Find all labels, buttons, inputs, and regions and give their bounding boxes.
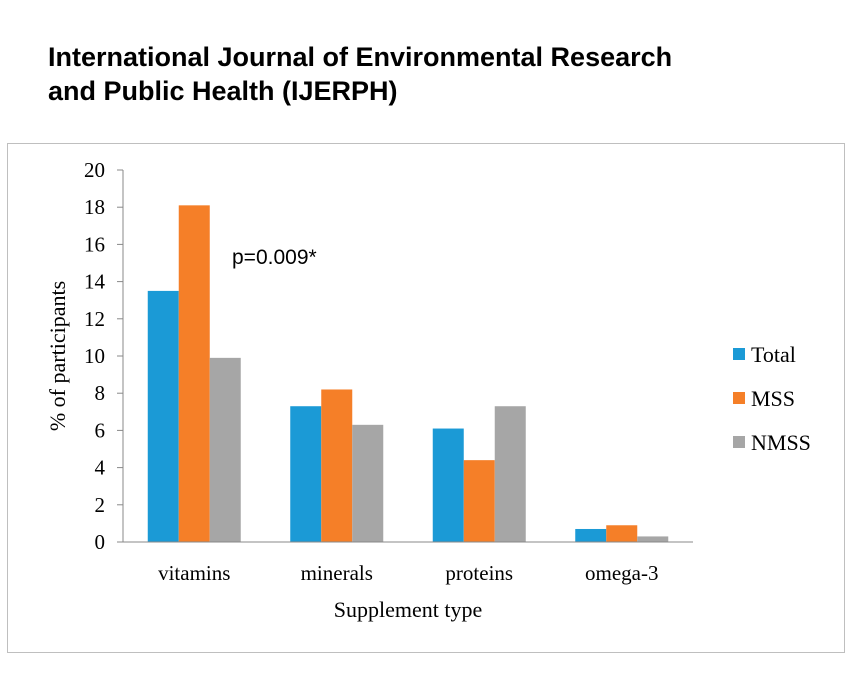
legend-label-total: Total — [751, 342, 796, 367]
bars-group — [147, 205, 669, 542]
bar-nmss-vitamins — [209, 357, 241, 542]
bar-nmss-proteins — [494, 406, 526, 542]
bar-total-vitamins — [147, 290, 179, 542]
journal-title-line-2: and Public Health (IJERPH) — [48, 76, 398, 106]
journal-title-line-1: International Journal of Environmental R… — [48, 42, 673, 72]
legend-label-nmss: NMSS — [751, 430, 811, 455]
bar-nmss-omega-3 — [637, 536, 669, 542]
y-tick-label-16: 16 — [84, 232, 105, 256]
y-tick-label-0: 0 — [95, 530, 106, 554]
bar-total-omega-3 — [575, 528, 607, 542]
y-axis-title: % of participants — [45, 281, 70, 431]
bar-mss-vitamins — [178, 205, 210, 542]
legend-swatch-mss — [733, 392, 745, 404]
journal-title: International Journal of Environmental R… — [48, 40, 828, 108]
y-tick-label-20: 20 — [84, 158, 105, 182]
x-axis-title: Supplement type — [334, 597, 482, 622]
legend-swatch-total — [733, 348, 745, 360]
legend-label-mss: MSS — [751, 386, 795, 411]
y-tick-label-8: 8 — [95, 381, 106, 405]
y-tick-label-14: 14 — [84, 270, 106, 294]
legend: Total MSS NMSS — [733, 342, 811, 455]
y-tick-label-10: 10 — [84, 344, 105, 368]
y-ticks-group: 0 2 4 6 8 10 12 14 16 18 20 — [84, 158, 123, 554]
y-tick-label-6: 6 — [95, 418, 106, 442]
y-tick-label-18: 18 — [84, 195, 105, 219]
bar-nmss-minerals — [352, 424, 384, 542]
chart-frame — [7, 143, 845, 653]
bar-total-proteins — [432, 428, 464, 542]
x-ticks-group: vitamins minerals proteins omega-3 — [158, 561, 658, 585]
bar-mss-minerals — [321, 389, 353, 542]
y-tick-label-4: 4 — [95, 456, 106, 480]
bar-mss-omega-3 — [606, 525, 638, 542]
p-value-annotation: p=0.009* — [232, 246, 317, 269]
x-tick-label-proteins: proteins — [445, 561, 513, 585]
legend-swatch-nmss — [733, 436, 745, 448]
x-tick-label-vitamins: vitamins — [158, 561, 230, 585]
bar-mss-proteins — [463, 460, 495, 542]
x-tick-label-minerals: minerals — [301, 561, 373, 585]
x-tick-label-omega-3: omega-3 — [585, 561, 658, 585]
bar-total-minerals — [290, 406, 322, 542]
y-tick-label-2: 2 — [95, 493, 106, 517]
y-tick-label-12: 12 — [84, 307, 105, 331]
